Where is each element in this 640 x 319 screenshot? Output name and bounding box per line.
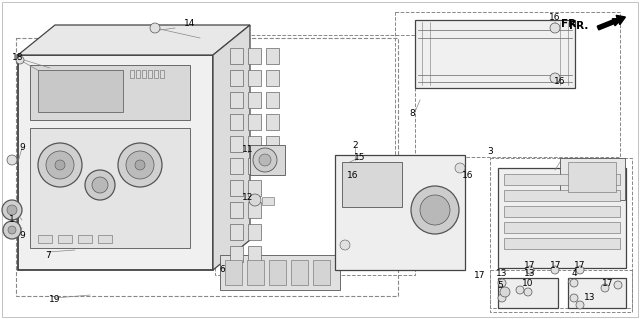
FancyBboxPatch shape	[230, 114, 243, 130]
FancyBboxPatch shape	[230, 48, 243, 64]
FancyBboxPatch shape	[30, 128, 190, 248]
Circle shape	[8, 226, 16, 234]
FancyBboxPatch shape	[269, 260, 286, 285]
FancyBboxPatch shape	[266, 92, 279, 108]
Text: 17: 17	[524, 262, 536, 271]
Circle shape	[550, 23, 560, 33]
FancyBboxPatch shape	[568, 278, 626, 308]
FancyBboxPatch shape	[313, 260, 330, 285]
Text: 16: 16	[549, 13, 561, 23]
Text: 5: 5	[497, 280, 503, 290]
FancyBboxPatch shape	[415, 20, 575, 88]
FancyBboxPatch shape	[154, 70, 158, 78]
Text: 14: 14	[184, 19, 196, 28]
Text: 11: 11	[243, 145, 253, 154]
FancyBboxPatch shape	[342, 162, 402, 207]
FancyBboxPatch shape	[38, 70, 123, 112]
Text: 17: 17	[550, 262, 562, 271]
FancyBboxPatch shape	[504, 190, 620, 201]
FancyBboxPatch shape	[148, 70, 152, 78]
Text: 19: 19	[49, 295, 61, 305]
Circle shape	[126, 151, 154, 179]
FancyBboxPatch shape	[78, 235, 92, 243]
FancyBboxPatch shape	[220, 255, 340, 290]
FancyBboxPatch shape	[230, 136, 243, 152]
Circle shape	[92, 177, 108, 193]
Circle shape	[551, 266, 559, 274]
FancyBboxPatch shape	[262, 197, 274, 205]
Circle shape	[118, 143, 162, 187]
Text: 16: 16	[554, 78, 566, 86]
Polygon shape	[213, 25, 250, 270]
FancyBboxPatch shape	[30, 65, 190, 120]
FancyBboxPatch shape	[248, 48, 261, 64]
Text: 13: 13	[524, 270, 536, 278]
FancyBboxPatch shape	[248, 92, 261, 108]
Circle shape	[340, 240, 350, 250]
FancyBboxPatch shape	[266, 70, 279, 86]
Text: 8: 8	[409, 108, 415, 117]
Text: 13: 13	[584, 293, 596, 302]
Circle shape	[526, 266, 534, 274]
Circle shape	[411, 186, 459, 234]
Circle shape	[3, 221, 21, 239]
FancyBboxPatch shape	[142, 70, 146, 78]
Text: 2: 2	[352, 140, 358, 150]
FancyBboxPatch shape	[248, 246, 261, 262]
Text: 16: 16	[348, 170, 359, 180]
FancyBboxPatch shape	[130, 70, 134, 78]
FancyBboxPatch shape	[248, 136, 261, 152]
FancyBboxPatch shape	[230, 70, 243, 86]
Circle shape	[249, 194, 261, 206]
FancyBboxPatch shape	[230, 180, 243, 196]
FancyBboxPatch shape	[248, 114, 261, 130]
Circle shape	[253, 148, 277, 172]
FancyBboxPatch shape	[230, 202, 243, 218]
Text: 9: 9	[19, 231, 25, 240]
FancyBboxPatch shape	[335, 155, 465, 270]
Circle shape	[500, 287, 510, 297]
FancyBboxPatch shape	[160, 70, 164, 78]
FancyBboxPatch shape	[248, 180, 261, 196]
FancyBboxPatch shape	[248, 202, 261, 218]
FancyBboxPatch shape	[498, 168, 626, 268]
FancyBboxPatch shape	[247, 260, 264, 285]
Circle shape	[150, 23, 160, 33]
FancyBboxPatch shape	[38, 235, 52, 243]
Text: 17: 17	[602, 279, 614, 288]
FancyBboxPatch shape	[504, 206, 620, 217]
FancyArrow shape	[597, 15, 625, 30]
Circle shape	[576, 301, 584, 309]
FancyBboxPatch shape	[58, 235, 72, 243]
Circle shape	[2, 200, 22, 220]
FancyBboxPatch shape	[504, 174, 620, 185]
Circle shape	[614, 281, 622, 289]
Text: 13: 13	[496, 270, 508, 278]
Text: 7: 7	[45, 250, 51, 259]
Circle shape	[16, 56, 24, 64]
Circle shape	[38, 143, 82, 187]
Text: 17: 17	[574, 262, 586, 271]
Circle shape	[420, 195, 450, 225]
Circle shape	[455, 163, 465, 173]
Circle shape	[135, 160, 145, 170]
Circle shape	[524, 288, 532, 296]
Circle shape	[85, 170, 115, 200]
Text: 4: 4	[571, 270, 577, 278]
FancyBboxPatch shape	[568, 162, 616, 192]
FancyBboxPatch shape	[266, 136, 279, 152]
FancyBboxPatch shape	[136, 70, 140, 78]
FancyBboxPatch shape	[250, 145, 285, 175]
FancyBboxPatch shape	[18, 55, 213, 270]
Circle shape	[498, 279, 506, 287]
FancyBboxPatch shape	[98, 235, 112, 243]
FancyBboxPatch shape	[225, 260, 242, 285]
Text: 18: 18	[12, 54, 24, 63]
Text: 6: 6	[219, 265, 225, 275]
Text: FR.: FR.	[561, 19, 580, 29]
FancyBboxPatch shape	[266, 48, 279, 64]
FancyBboxPatch shape	[504, 238, 620, 249]
Circle shape	[601, 284, 609, 292]
Text: 12: 12	[243, 194, 253, 203]
